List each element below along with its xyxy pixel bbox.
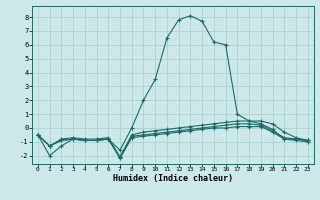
X-axis label: Humidex (Indice chaleur): Humidex (Indice chaleur) [113,174,233,183]
